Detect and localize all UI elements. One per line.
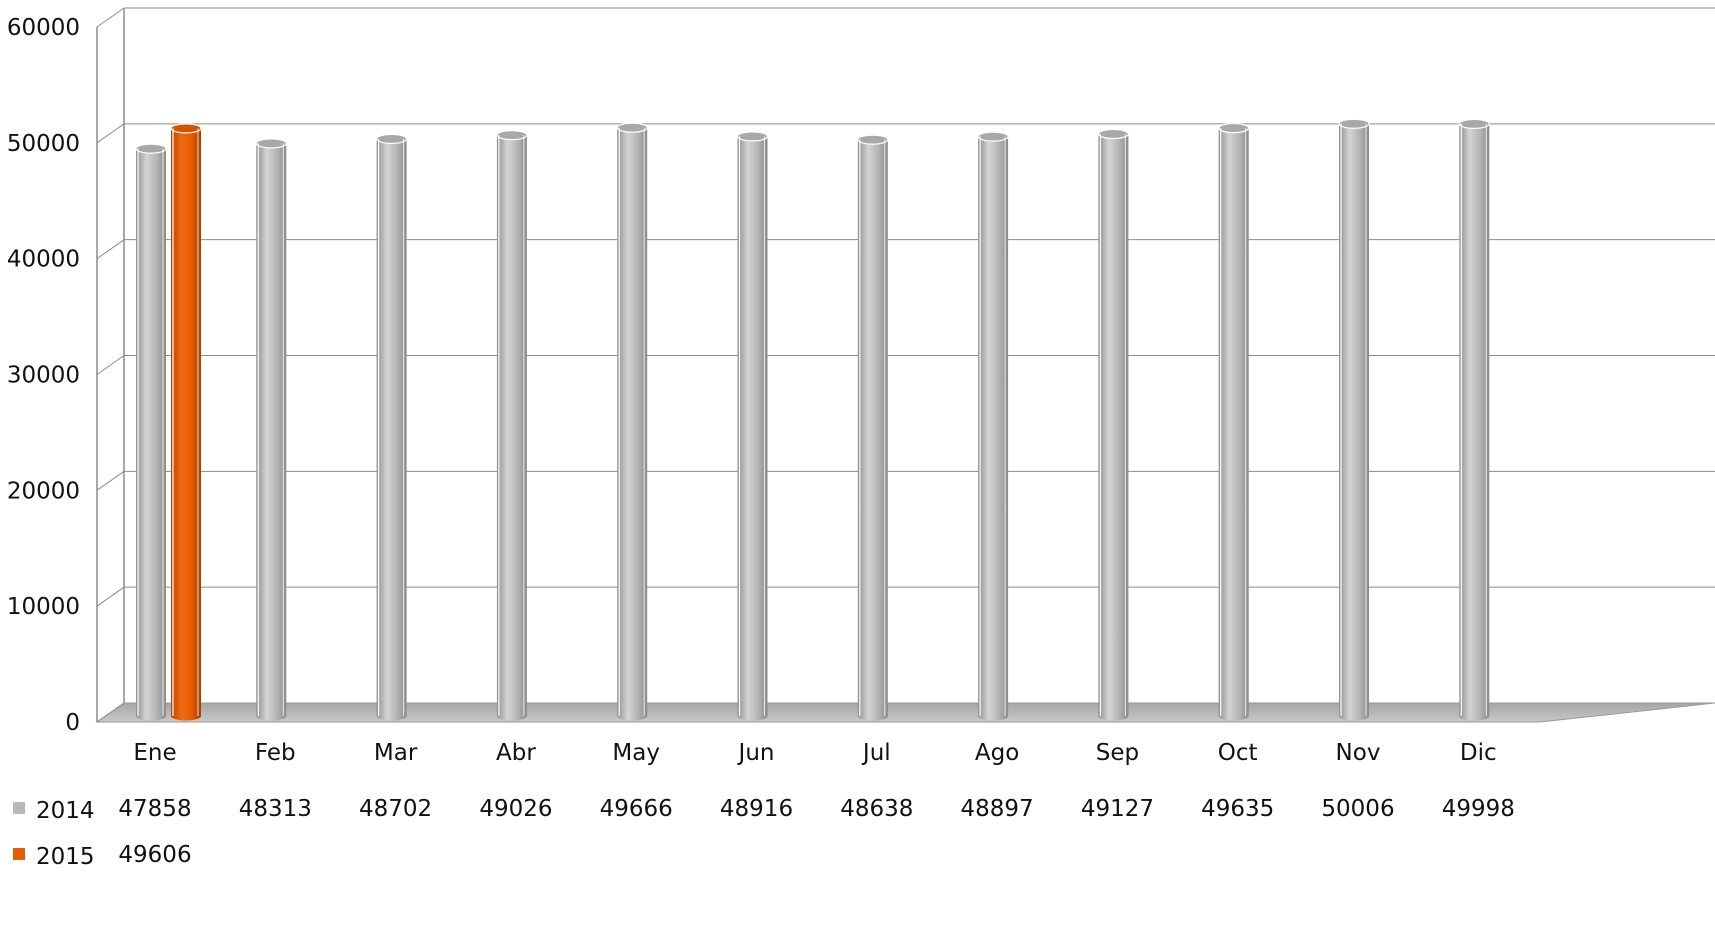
bar-2015-cap bbox=[170, 123, 202, 134]
y-tick-label: 0 bbox=[65, 710, 80, 736]
bar-2014-base bbox=[256, 711, 287, 721]
x-tick-label: Feb bbox=[255, 740, 296, 766]
bar-2014-cap bbox=[736, 131, 769, 142]
x-tick-label: Abr bbox=[496, 740, 536, 766]
data-table-value-2014: 50006 bbox=[1321, 796, 1394, 822]
bar-2014 bbox=[135, 143, 167, 721]
x-tick-label: Dic bbox=[1460, 740, 1497, 766]
data-table-value-2014: 49666 bbox=[600, 796, 673, 822]
side-gridline bbox=[96, 355, 125, 375]
bar-2014-base bbox=[1339, 711, 1369, 721]
bar-2014-body bbox=[1459, 123, 1490, 716]
data-table-value-2014: 48638 bbox=[840, 796, 913, 822]
data-table-value-2014: 49026 bbox=[479, 796, 552, 822]
bar-2014-body bbox=[256, 143, 287, 717]
bar-2014-body bbox=[496, 135, 527, 717]
y-tick-label: 50000 bbox=[7, 131, 80, 157]
data-table-value-2014: 48916 bbox=[720, 796, 793, 822]
bar-2014 bbox=[1218, 122, 1250, 721]
data-table-value-2014: 48313 bbox=[239, 796, 312, 822]
bar-2014-body bbox=[857, 139, 888, 716]
bar-2014-cap bbox=[255, 138, 287, 149]
bar-2015 bbox=[170, 123, 202, 721]
bar-2014-cap bbox=[496, 130, 528, 141]
bar-2014-cap bbox=[616, 122, 648, 133]
side-gridline bbox=[96, 702, 125, 723]
legend-label-2014: 2014 bbox=[36, 798, 95, 824]
x-tick-label: Ago bbox=[975, 740, 1019, 766]
bar-2014 bbox=[977, 131, 1009, 721]
bar-2014-body bbox=[737, 136, 768, 717]
bar-2015-body bbox=[171, 128, 201, 717]
y-tick-label: 60000 bbox=[7, 15, 80, 41]
bar-2014-cap bbox=[376, 133, 408, 144]
data-table-value-2014: 49127 bbox=[1081, 796, 1154, 822]
bar-2014-cap bbox=[1338, 118, 1370, 129]
x-tick-label: Oct bbox=[1218, 740, 1258, 766]
bar-2015-base bbox=[171, 711, 201, 721]
bar-2014-cap bbox=[135, 143, 167, 154]
bar-2014-base bbox=[617, 711, 648, 721]
side-gridline bbox=[96, 7, 125, 28]
bar-2014 bbox=[857, 134, 889, 721]
x-tick-label: Nov bbox=[1336, 740, 1381, 766]
data-table-value-2014: 47858 bbox=[118, 796, 191, 822]
y-tick-label: 30000 bbox=[7, 363, 80, 389]
x-tick-label: Sep bbox=[1096, 740, 1139, 766]
bar-2014 bbox=[1338, 118, 1370, 721]
data-table-value-2014: 49998 bbox=[1442, 796, 1515, 822]
bar-2014-base bbox=[376, 711, 407, 721]
bar-2014 bbox=[1097, 128, 1130, 721]
bar-2014-body bbox=[1098, 133, 1129, 717]
bar-2014 bbox=[255, 138, 287, 721]
data-table-value-2014: 48702 bbox=[359, 796, 432, 822]
bar-2014-body bbox=[136, 148, 166, 716]
data-table-value-2014: 49635 bbox=[1201, 796, 1274, 822]
bar-2014-body bbox=[617, 127, 648, 717]
side-gridline bbox=[96, 123, 125, 144]
data-table-value-2014: 48897 bbox=[961, 796, 1034, 822]
bar-2014 bbox=[376, 133, 408, 721]
bar-2014-cap bbox=[1218, 122, 1250, 134]
bar-2014-base bbox=[496, 711, 527, 721]
x-tick-label: Ene bbox=[133, 740, 176, 766]
y-tick-label: 10000 bbox=[7, 594, 80, 620]
bar-2014-cap bbox=[1097, 128, 1130, 140]
x-tick-label: Jul bbox=[861, 740, 891, 766]
x-tick-label: Mar bbox=[374, 740, 418, 766]
bar-2014 bbox=[1458, 118, 1490, 721]
x-tick-label: May bbox=[612, 740, 660, 766]
side-gridline bbox=[96, 586, 125, 607]
y-tick-label: 20000 bbox=[7, 478, 80, 504]
legend-swatch-2015 bbox=[13, 848, 25, 860]
bar-2014-body bbox=[1339, 123, 1369, 716]
legend-swatch-2014 bbox=[13, 802, 25, 814]
bar-2014-body bbox=[376, 138, 407, 716]
bar-2014-cap bbox=[1458, 118, 1490, 129]
bar-2014-body bbox=[1218, 128, 1249, 716]
bar-2014-base bbox=[737, 711, 768, 721]
y-tick-label: 40000 bbox=[7, 247, 80, 273]
side-gridline bbox=[96, 470, 125, 491]
bar-2014-body bbox=[978, 136, 1009, 717]
bar-2014-cap bbox=[857, 134, 889, 145]
bar-2014-base bbox=[1459, 711, 1490, 721]
side-gridline bbox=[96, 239, 125, 260]
bar-2014 bbox=[496, 130, 528, 721]
bar-2014-cap bbox=[977, 131, 1009, 142]
bar-2014-base bbox=[857, 711, 888, 721]
bar-2014-base bbox=[978, 711, 1009, 721]
bar-2014 bbox=[736, 131, 769, 721]
data-table-value-2015: 49606 bbox=[118, 842, 191, 868]
x-tick-label: Jun bbox=[737, 740, 775, 766]
bar-2014-base bbox=[136, 711, 166, 721]
bar-2014 bbox=[616, 122, 648, 721]
legend-label-2015: 2015 bbox=[36, 844, 95, 870]
bar-2014-base bbox=[1098, 711, 1129, 721]
bar-2014-base bbox=[1218, 711, 1249, 721]
